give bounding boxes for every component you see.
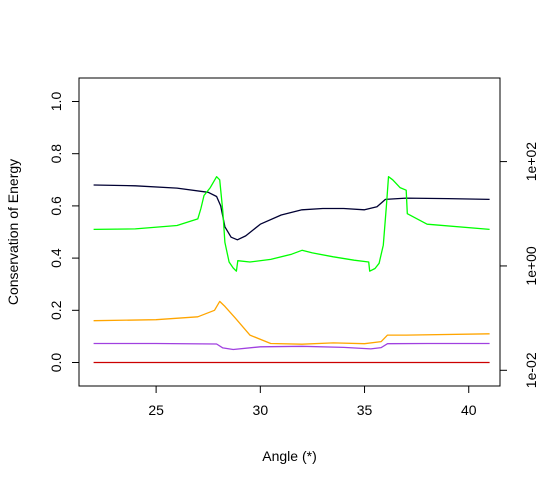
- series-line-2: [93, 176, 490, 272]
- x-axis: 25 30 35 40: [148, 385, 477, 418]
- y2-tick-label-2: 1e+02: [523, 142, 539, 182]
- series-line-1: [93, 184, 490, 241]
- x-tick-label-2: 35: [357, 402, 373, 418]
- series-layer: [93, 176, 490, 364]
- y-axis-left: 0.0 0.2 0.4 0.6 0.8 1.0: [48, 92, 80, 373]
- y-axis-right: 1e-02 1e+00 1e+02: [499, 142, 539, 388]
- x-tick-label-1: 30: [253, 402, 269, 418]
- y-tick-label-2: 0.4: [48, 248, 64, 268]
- y-tick-label-0: 0.0: [48, 353, 64, 373]
- x-tick-label-3: 40: [461, 402, 477, 418]
- x-tick-label-0: 25: [148, 402, 164, 418]
- y-tick-label-1: 0.2: [48, 300, 64, 320]
- y-axis-label: Conservation of Energy: [5, 159, 21, 305]
- y-tick-label-3: 0.6: [48, 196, 64, 216]
- plot-frame: [78, 77, 501, 387]
- y-tick-label-5: 1.0: [48, 92, 64, 112]
- x-axis-label: Angle (*): [262, 448, 316, 464]
- y-tick-label-4: 0.8: [48, 144, 64, 164]
- y2-tick-label-1: 1e+00: [523, 246, 539, 286]
- series-line-3: [93, 300, 490, 345]
- series-line-4: [93, 342, 490, 351]
- y2-tick-label-0: 1e-02: [523, 352, 539, 388]
